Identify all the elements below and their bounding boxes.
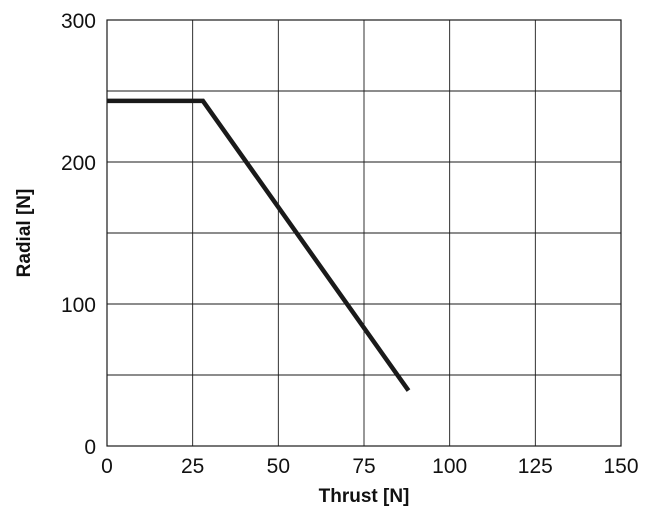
y-tick-label: 0 — [84, 436, 96, 459]
series-line — [107, 98, 411, 392]
y-axis-label: Radial [N] — [14, 189, 35, 278]
x-tick-label: 0 — [101, 455, 113, 478]
x-tick-label: 75 — [352, 455, 375, 478]
x-tick-label: 150 — [603, 455, 638, 478]
y-tick-label: 300 — [61, 10, 96, 33]
x-axis-label: Thrust [N] — [319, 486, 410, 507]
plot-frame — [106, 19, 622, 447]
x-tick-label: 25 — [181, 455, 204, 478]
grid — [107, 20, 621, 446]
y-tick-labels: 0 100 200 300 — [61, 10, 96, 459]
y-tick-label: 200 — [61, 152, 96, 175]
y-tick-label: 100 — [61, 294, 96, 317]
x-tick-label: 50 — [267, 455, 290, 478]
x-tick-label: 100 — [432, 455, 467, 478]
series-layer — [107, 98, 411, 392]
x-tick-label: 125 — [518, 455, 553, 478]
x-tick-labels: 0 25 50 75 100 125 150 — [101, 455, 638, 478]
